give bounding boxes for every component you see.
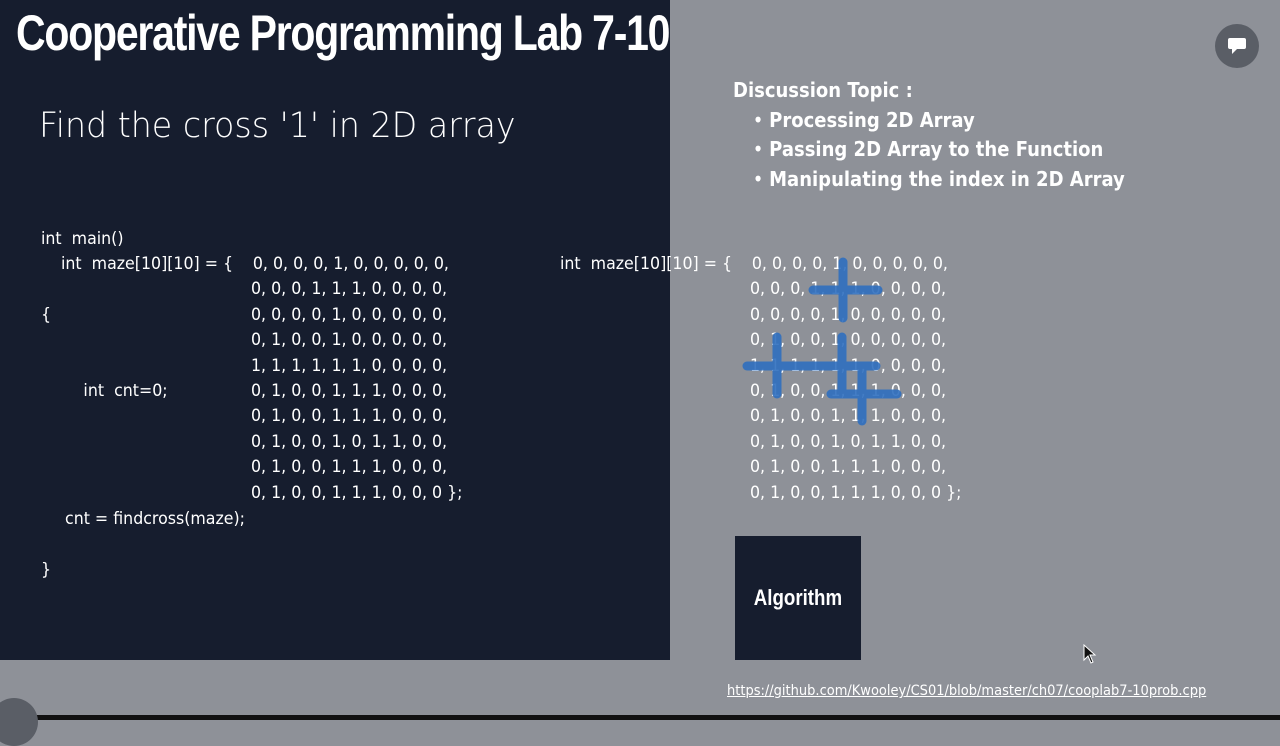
discussion-topics: Discussion Topic : Processing 2D Array P… [733, 76, 1125, 194]
maze-row: 0, 0, 0, 0, 1, 0, 0, 0, 0, 0, [750, 304, 947, 325]
slide-subtitle: Find the cross '1' in 2D array [39, 106, 516, 146]
discussion-item: Passing 2D Array to the Function [769, 135, 1125, 165]
maze-row: 0, 0, 0, 0, 1, 0, 0, 0, 0, 0, [251, 304, 448, 325]
maze-row: 0, 0, 0, 0, 1, 0, 0, 0, 0, 0, [751, 254, 948, 274]
maze-row: 0, 0, 0, 1, 1, 1, 0, 0, 0, 0, [251, 279, 448, 300]
maze-row: 0, 1, 0, 0, 1, 1, 1, 0, 0, 0, [251, 381, 448, 402]
maze-row: 0, 1, 0, 0, 1, 1, 1, 0, 0, 0, [251, 406, 448, 427]
maze-row: 0, 0, 0, 1, 1, 1, 0, 0, 0, 0, [750, 279, 947, 300]
chat-bubble-icon[interactable] [1215, 24, 1259, 68]
maze-row: 0, 1, 0, 0, 1, 1, 1, 0, 0, 0 }; [750, 482, 962, 503]
maze-row: 0, 1, 0, 0, 1, 0, 1, 1, 0, 0, [251, 431, 448, 452]
algorithm-label: Algorithm [753, 585, 843, 610]
code-line: int cnt=0; [63, 381, 168, 402]
maze-row: 0, 1, 0, 0, 1, 0, 0, 0, 0, 0, [251, 330, 448, 351]
code-call-line: cnt = findcross(maze); [65, 509, 245, 529]
maze-values-left: 0, 0, 0, 0, 1, 0, 0, 0, 0, 0, 0, 0, 0, 1,… [251, 252, 462, 506]
maze-row: 1, 1, 1, 1, 1, 1, 0, 0, 0, 0, [251, 355, 448, 376]
code-line: int main() [41, 228, 124, 249]
discussion-item: Processing 2D Array [769, 106, 1125, 136]
maze-row: 0, 1, 0, 0, 1, 1, 1, 0, 0, 0, [251, 457, 448, 478]
code-main-header: int main() { int cnt=0; [41, 176, 168, 430]
maze-values-right: 0, 0, 0, 0, 1, 0, 0, 0, 0, 0, 0, 0, 0, 1,… [750, 252, 961, 506]
back-arrow-icon[interactable] [0, 698, 38, 746]
slide-title: Cooperative Programming Lab 7-10 [16, 5, 670, 61]
algorithm-button[interactable]: Algorithm [735, 536, 861, 660]
maze-row: 0, 1, 0, 0, 1, 1, 1, 0, 0, 0 }; [251, 482, 463, 503]
bottom-bar [0, 715, 1280, 720]
code-line: { [41, 305, 52, 326]
maze-row: 0, 1, 0, 0, 1, 0, 1, 1, 0, 0, [750, 431, 947, 452]
maze-row: 0, 0, 0, 0, 1, 0, 0, 0, 0, 0, [252, 254, 449, 274]
mouse-cursor-icon [1083, 644, 1097, 664]
code-closing-brace: } [41, 560, 52, 580]
discussion-item: Manipulating the index in 2D Array [769, 165, 1125, 195]
discussion-heading: Discussion Topic : [733, 78, 913, 102]
maze-declaration-left: int maze[10][10] = { [61, 254, 234, 274]
maze-row: 0, 1, 0, 0, 1, 0, 0, 0, 0, 0, [750, 330, 947, 351]
maze-row: 0, 1, 0, 0, 1, 1, 1, 0, 0, 0, [750, 406, 947, 427]
maze-row: 1, 1, 1, 1, 1, 1, 0, 0, 0, 0, [750, 355, 947, 376]
github-link[interactable]: https://github.com/Kwooley/CS01/blob/mas… [727, 683, 1207, 699]
maze-row: 0, 1, 0, 0, 1, 1, 1, 0, 0, 0, [750, 381, 947, 402]
maze-row: 0, 1, 0, 0, 1, 1, 1, 0, 0, 0, [750, 457, 947, 478]
maze-declaration-right: int maze[10][10] = { [560, 254, 733, 274]
left-panel [0, 0, 670, 660]
